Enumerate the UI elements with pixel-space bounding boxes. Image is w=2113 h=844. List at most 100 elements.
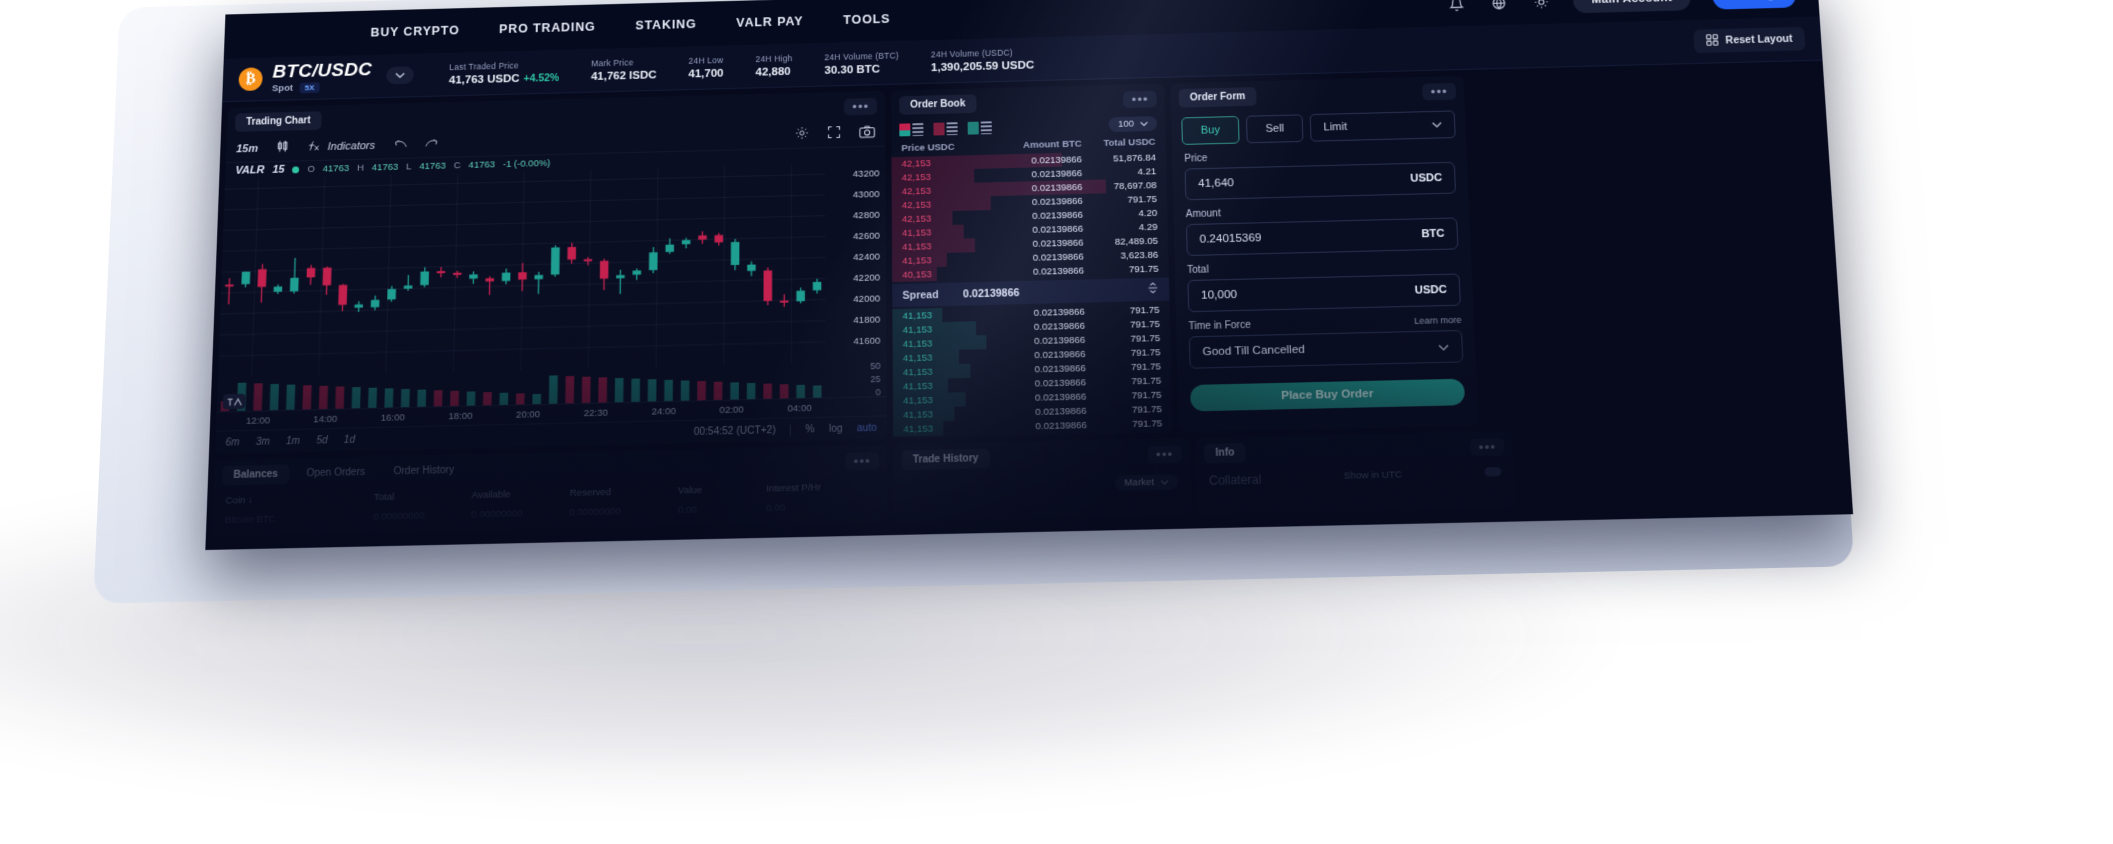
ohlc-open-key: O [307,163,315,175]
range-6m[interactable]: 6m [225,436,240,449]
depth-bar [892,307,943,324]
order-price: 41,153 [902,351,933,364]
balances-panel: Balances Open Orders Order History ••• C… [211,444,888,537]
order-total: 791.75 [1127,193,1158,206]
stat-24h-volume-usdc: 24H Volume (USDC) 1,390,205.59 USDC [931,47,1034,73]
nav-link-staking[interactable]: STAKING [635,17,697,33]
place-buy-order-button[interactable]: Place Buy Order [1190,378,1466,412]
divider [790,424,792,436]
pair-selector-chevron-down-icon[interactable] [385,66,414,85]
order-book-ask-row[interactable]: 42,153 0.02139866 4.20 [891,206,1168,227]
time-in-force-select[interactable]: Good Till Cancelled [1188,329,1464,369]
tab-open-orders[interactable]: Open Orders [306,466,366,480]
nav-link-tools[interactable]: TOOLS [843,12,891,27]
price-input[interactable]: 41,640 USDC [1184,161,1457,201]
order-total: 791.75 [1130,346,1161,359]
order-book-asks: 42,153 0.02139866 51,876.84 42,153 0.021… [891,150,1168,283]
scale-log-button[interactable]: log [828,422,843,435]
main-account-button[interactable]: Main Account [1572,0,1692,14]
nav-link-buy-crypto[interactable]: BUY CRYPTO [370,23,460,40]
tradingview-logo-icon [222,393,246,410]
order-book-bid-row[interactable]: 41,153 0.02139866 791.75 [892,402,1172,423]
orderbook-mode-both-icon[interactable] [899,123,925,137]
show-in-utc-toggle[interactable] [1484,467,1502,477]
stat-value: 41,763 USDC +4.52% [449,72,559,87]
gear-icon[interactable] [795,126,809,143]
tab-trade-history[interactable]: Trade History [901,448,990,471]
depth-bar [892,392,966,409]
nav-link-valr-pay[interactable]: VALR PAY [736,14,804,30]
order-amount: 0.02139866 [1032,223,1084,236]
order-book-ask-row[interactable]: 42,153 0.02139866 791.75 [891,192,1168,213]
order-book-bid-row[interactable]: 41,153 0.02139866 791.75 [892,359,1172,380]
order-form-panel: Order Form ••• Buy Sell Limit [1170,75,1479,433]
time-axis-tick: 24:00 [651,405,676,418]
order-total: 791.75 [1131,374,1162,387]
chart-tool-right-icons [795,124,875,143]
depth-bar [892,321,976,338]
info-menu-button[interactable]: ••• [1470,438,1505,457]
balances-menu-button[interactable]: ••• [845,452,879,471]
pair-name[interactable]: BTC/USDC [272,59,373,83]
chevron-down-icon [1438,337,1450,356]
order-type-select[interactable]: Limit [1309,110,1456,142]
order-book-ask-row[interactable]: 42,153 0.02139866 4.21 [891,164,1167,185]
bell-icon[interactable] [1446,0,1467,14]
time-axis-tick: 14:00 [313,413,338,425]
table-row[interactable]: Bitcoin BTC 0.00000000 0.00000000 0.0000… [220,496,879,530]
order-price: 41,153 [903,394,933,407]
column-coin[interactable]: Coin ↓ [225,494,253,507]
orderbook-depth-select[interactable]: 100 [1108,116,1158,133]
ohlc-low-value: 41763 [419,160,446,172]
range-1d[interactable]: 1d [343,434,356,446]
range-1m[interactable]: 1m [285,435,301,447]
scale-auto-button[interactable]: auto [856,422,877,434]
ohlc-high-value: 41763 [371,161,399,173]
nav-link-pro-trading[interactable]: PRO TRADING [499,19,596,37]
tab-info[interactable]: Info [1203,442,1247,464]
pair-subinfo: Spot 5X [272,81,372,94]
balances-tabs: Balances Open Orders Order History ••• [221,451,879,486]
time-axis-tick: 18:00 [448,410,473,422]
stat-value: 42,880 [755,65,791,79]
volume-plot: 50 25 0 [217,361,887,412]
order-price: 41,153 [902,254,932,267]
sell-tab[interactable]: Sell [1245,114,1304,144]
chart-ohlc-legend: VALR 15 O 41763 H 41763 L 41763 C 41763 … [225,145,886,179]
scale-percent-button[interactable]: % [805,423,815,436]
range-5d[interactable]: 5d [316,434,328,447]
order-book-ask-row[interactable]: 42,153 0.02139866 78,697.08 [891,178,1167,199]
price-unit: USDC [1410,172,1443,185]
order-amount: 0.02139866 [1031,195,1083,208]
depth-bar [892,378,949,394]
depth-bar [891,179,1107,199]
ohlc-change: -1 (-0.00%) [502,157,551,170]
order-book-ask-row[interactable]: 42,153 0.02139866 51,876.84 [891,150,1166,172]
order-book-bid-row[interactable]: 41,153 0.02139866 791.75 [892,373,1172,394]
info-row: Collateral Show in UTC [1204,457,1506,493]
time-axis-tick: 22:30 [583,407,609,419]
order-book-bid-row[interactable]: 41,153 0.02139866 791.75 [892,345,1171,366]
order-book-bid-row[interactable]: 41,153 0.02139866 791.75 [892,331,1171,352]
chevron-down-icon [1160,476,1169,487]
order-type-value: Limit [1323,121,1348,134]
order-book-header: Order Book ••• [891,84,1165,121]
user-menu-button[interactable]: You [1711,0,1797,10]
time-axis-tick: 16:00 [380,411,406,424]
price-axis-tick: 43000 [852,188,880,200]
stat-last-traded-price: Last Traded Price 41,763 USDC +4.52% [449,59,560,86]
depth-bar [893,421,944,437]
reset-layout-button[interactable]: Reset Layout [1693,26,1806,54]
camera-icon[interactable] [859,125,875,141]
order-book-bid-row[interactable]: 41,153 0.02139866 791.75 [892,387,1172,409]
tab-balances[interactable]: Balances [221,464,290,486]
nav-links: BUY CRYPTO PRO TRADING STAKING VALR PAY … [370,12,890,39]
orderbook-mode-bids-icon[interactable] [967,121,994,135]
fullscreen-icon[interactable] [827,125,841,142]
orderbook-mode-asks-icon[interactable] [933,122,959,136]
top-navigation-bar: BUY CRYPTO PRO TRADING STAKING VALR PAY … [223,0,1820,59]
column-reserved: Reserved [569,486,612,499]
balances-columns: Coin ↓ Total Available Reserved Value In… [221,471,879,511]
order-book-bid-row[interactable]: 41,153 0.02139866 791.75 [893,416,1173,437]
depth-bar [892,406,955,423]
